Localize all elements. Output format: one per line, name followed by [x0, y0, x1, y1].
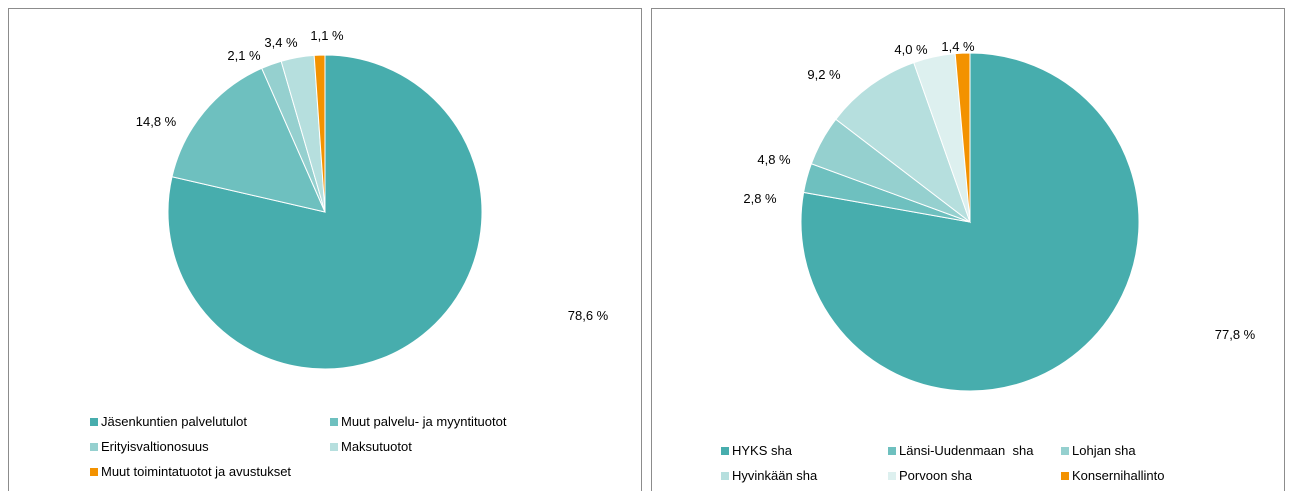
legend-swatch-right-3 — [721, 472, 729, 480]
legend-item-right-2: Lohjan sha — [1061, 443, 1136, 459]
pie-slice-left-4 — [313, 54, 326, 213]
chart-panel-right: 77,8 % 2,8 % 4,8 % 9,2 % 4,0 % 1,4 % HYKS sha… — [651, 8, 1285, 491]
pie-slice-right-0 — [800, 52, 1140, 392]
pie-slice-left-1 — [171, 67, 326, 213]
slice-label-right-5: 1,4 % — [941, 39, 975, 54]
legend-swatch-left-4 — [90, 468, 98, 476]
legend-label-right-2: Lohjan sha — [1072, 443, 1136, 458]
legend-label-left-4: Muut toimintatuotot ja avustukset — [101, 464, 292, 479]
legend-item-left-2: Erityisvaltionosuus — [90, 439, 209, 455]
legend-item-left-1: Muut palvelu- ja myyntituotot — [330, 414, 506, 430]
legend-item-left-0: Jäsenkuntien palvelutulot — [90, 414, 247, 430]
legend-label-left-2: Erityisvaltionosuus — [101, 439, 209, 454]
slice-label-right-4: 4,0 % — [894, 42, 928, 57]
legend-item-right-0: HYKS sha — [721, 443, 792, 459]
pie-slice-right-3 — [835, 61, 972, 224]
pie-chart-right: 77,8 % 2,8 % 4,8 % 9,2 % 4,0 % 1,4 % — [743, 39, 1256, 392]
legend-label-right-4: Porvoon sha — [899, 468, 972, 483]
legend-swatch-right-5 — [1061, 472, 1069, 480]
chart-panel-left: 78,6 % 14,8 % 2,1 % 3,4 % 1,1 % Jäsenkuntien… — [8, 8, 642, 491]
legend-swatch-right-4 — [888, 472, 896, 480]
pie-chart-left: 78,6 % 14,8 % 2,1 %3,4 % 1,1 % — [136, 28, 609, 370]
legend-label-right-1: Länsi-Uudenmaan sha — [899, 443, 1034, 458]
legend-item-left-3: Maksutuotot — [330, 439, 412, 455]
legend-swatch-left-3 — [330, 443, 338, 451]
slice-label-right-1: 2,8 % — [743, 191, 777, 206]
slice-label-right-3: 9,2 % — [807, 67, 841, 82]
slice-label-right-0: 77,8 % — [1215, 327, 1256, 342]
legend-item-right-4: Porvoon sha — [888, 468, 972, 484]
pie-slice-right-5 — [954, 52, 971, 223]
slice-label-left-0: 78,6 % — [568, 308, 609, 323]
legend-label-left-1: Muut palvelu- ja myyntituotot — [341, 414, 507, 429]
slice-label-left-2: 2,1 % — [227, 48, 261, 63]
legend-swatch-left-2 — [90, 443, 98, 451]
slice-label-right-2: 4,8 % — [757, 152, 791, 167]
legend-swatch-left-0 — [90, 418, 98, 426]
legend-item-left-4: Muut toimintatuotot ja avustukset — [90, 464, 291, 480]
legend-swatch-right-2 — [1061, 447, 1069, 455]
legend-label-left-3: Maksutuotot — [341, 439, 412, 454]
legend-label-right-3: Hyvinkään sha — [732, 468, 818, 483]
legend-swatch-right-1 — [888, 447, 896, 455]
slice-label-left-1: 14,8 % — [136, 114, 177, 129]
legend-label-right-0: HYKS sha — [732, 443, 792, 458]
legend-label-left-0: Jäsenkuntien palvelutulot — [101, 414, 247, 429]
slice-label-left-3: 3,4 % — [264, 35, 298, 50]
legend-swatch-right-0 — [721, 447, 729, 455]
legend-swatch-left-1 — [330, 418, 338, 426]
legend-label-right-5: Konsernihallinto — [1072, 468, 1165, 483]
legend-item-right-3: Hyvinkään sha — [721, 468, 817, 484]
slice-label-left-4: 1,1 % — [310, 28, 344, 43]
legend-item-right-5: Konsernihallinto — [1061, 468, 1165, 484]
legend-item-right-1: Länsi-Uudenmaan sha — [888, 443, 1033, 459]
